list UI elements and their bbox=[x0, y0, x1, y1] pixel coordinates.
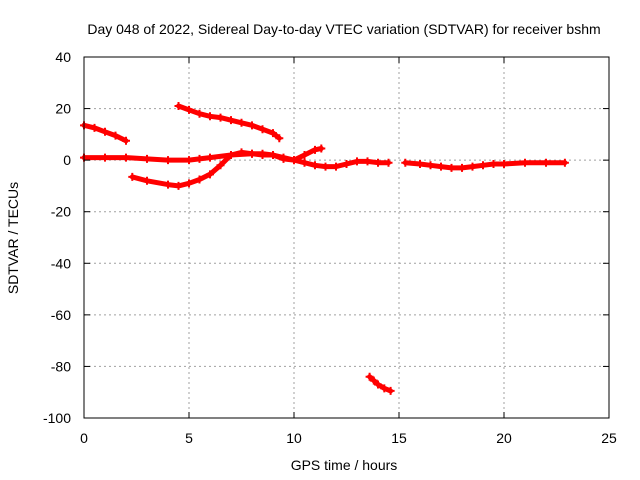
data-point-track-c bbox=[248, 149, 256, 158]
data-point-track-c bbox=[237, 148, 246, 157]
data-point-track-d bbox=[248, 121, 256, 130]
x-tick-label: 20 bbox=[496, 430, 512, 446]
data-point-track-b bbox=[143, 154, 151, 163]
data-point-track-f bbox=[500, 160, 508, 169]
data-point-track-a bbox=[101, 127, 109, 136]
y-tick-label: -40 bbox=[51, 255, 71, 271]
data-point-track-f bbox=[447, 163, 456, 172]
data-point-track-d bbox=[206, 112, 214, 121]
data-marks bbox=[80, 101, 569, 395]
data-point-track-f bbox=[468, 162, 477, 171]
data-point-track-f bbox=[416, 160, 424, 169]
y-tick-label: 20 bbox=[55, 101, 71, 117]
data-point-track-b bbox=[332, 162, 340, 171]
data-point-track-d bbox=[237, 118, 246, 127]
data-point-track-c bbox=[279, 154, 288, 163]
data-point-track-e bbox=[365, 372, 374, 381]
data-point-track-f bbox=[401, 158, 410, 167]
data-point-track-c bbox=[269, 150, 277, 159]
grid-lines bbox=[84, 57, 609, 418]
data-point-track-a bbox=[122, 136, 130, 145]
data-point-track-c bbox=[185, 179, 193, 188]
data-point-track-b bbox=[185, 156, 193, 165]
data-point-track-d bbox=[227, 116, 235, 125]
axis-ticks: 0 5 10 15 20 25 40 20 0 -20 -40 -60 -80 -100 bbox=[43, 49, 617, 446]
data-point-track-b bbox=[122, 153, 130, 162]
data-point-track-c bbox=[317, 144, 326, 153]
data-point-track-e bbox=[374, 380, 382, 389]
y-tick-label: -60 bbox=[51, 307, 71, 323]
x-tick-label: 15 bbox=[391, 430, 407, 446]
data-point-track-a bbox=[111, 131, 120, 140]
data-point-track-e bbox=[380, 384, 389, 393]
plot-frame bbox=[83, 56, 610, 419]
data-point-track-c bbox=[195, 175, 204, 184]
data-point-track-b bbox=[311, 161, 319, 170]
data-point-track-d bbox=[275, 134, 284, 143]
data-point-track-b bbox=[342, 160, 351, 169]
data-point-track-b bbox=[353, 157, 361, 166]
data-point-track-c bbox=[216, 161, 225, 170]
chart-title: Day 048 of 2022, Sidereal Day-to-day VTE… bbox=[87, 21, 600, 37]
data-point-track-f bbox=[521, 158, 529, 167]
y-tick-label: 40 bbox=[55, 49, 71, 65]
x-tick-label: 0 bbox=[80, 430, 88, 446]
data-point-track-f bbox=[426, 161, 435, 170]
y-tick-label: -100 bbox=[43, 410, 71, 426]
data-point-track-c bbox=[311, 145, 319, 154]
data-point-track-f bbox=[542, 158, 550, 167]
data-point-track-d bbox=[185, 105, 193, 114]
data-point-track-f bbox=[560, 158, 569, 167]
data-point-track-c bbox=[290, 156, 298, 165]
data-point-track-d bbox=[195, 109, 204, 118]
data-point-track-b bbox=[384, 158, 393, 167]
data-point-track-b bbox=[363, 157, 372, 166]
data-point-track-c bbox=[227, 150, 235, 159]
y-tick-label: -80 bbox=[51, 358, 71, 374]
data-point-track-d bbox=[174, 101, 183, 110]
x-axis-label: GPS time / hours bbox=[291, 457, 398, 473]
series-track-d bbox=[176, 103, 282, 141]
data-point-track-b bbox=[374, 158, 382, 167]
y-axis-label: SDTVAR / TECUs bbox=[5, 182, 21, 294]
y-tick-label: 0 bbox=[63, 152, 71, 168]
data-point-track-c bbox=[300, 150, 309, 159]
data-point-track-b bbox=[206, 153, 214, 162]
data-point-track-c bbox=[174, 181, 183, 190]
data-point-track-b bbox=[300, 158, 309, 167]
x-tick-label: 5 bbox=[185, 430, 193, 446]
data-point-track-f bbox=[437, 162, 445, 171]
x-tick-label: 10 bbox=[286, 430, 302, 446]
y-tick-label: -20 bbox=[51, 204, 71, 220]
x-tick-label: 25 bbox=[601, 430, 617, 446]
data-point-track-f bbox=[489, 160, 498, 169]
data-point-track-b bbox=[195, 154, 204, 163]
data-point-track-e bbox=[386, 386, 395, 395]
data-point-track-e bbox=[369, 376, 378, 385]
data-point-track-d bbox=[258, 125, 267, 134]
data-point-track-c bbox=[143, 176, 151, 185]
data-point-track-b bbox=[321, 162, 330, 171]
data-point-track-c bbox=[206, 170, 214, 179]
data-point-track-c bbox=[258, 150, 267, 159]
data-point-track-b bbox=[164, 156, 172, 165]
data-point-track-f bbox=[479, 161, 487, 170]
data-point-track-b bbox=[101, 153, 109, 162]
data-point-track-d bbox=[216, 113, 225, 122]
data-point-track-f bbox=[458, 163, 466, 172]
data-point-track-c bbox=[128, 172, 137, 181]
data-point-track-c bbox=[164, 180, 172, 189]
data-point-track-d bbox=[269, 129, 277, 138]
data-point-track-a bbox=[90, 123, 99, 132]
